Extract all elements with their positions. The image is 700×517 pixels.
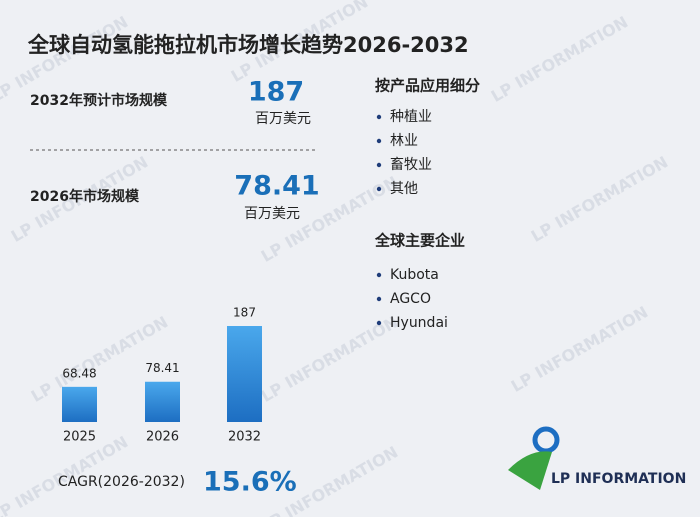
x-tick-label: 2026 — [146, 430, 179, 445]
logo-icon — [532, 426, 560, 454]
kpi-value: 78.41 — [234, 171, 319, 202]
bullet — [376, 114, 382, 120]
cagr-value: 15.6% — [203, 467, 297, 498]
cagr-label: CAGR(2026-2032) — [58, 474, 185, 490]
section-title: 按产品应用细分 — [375, 77, 480, 95]
data-label: 78.41 — [145, 361, 179, 375]
list-item: 畜牧业 — [390, 157, 432, 173]
bullet — [376, 296, 382, 302]
bar — [227, 326, 262, 422]
list-item: AGCO — [390, 291, 431, 307]
section-title: 全球主要企业 — [374, 232, 465, 250]
kpi-label: 2032年预计市场规模 — [30, 92, 168, 109]
bar — [145, 381, 180, 422]
x-tick-label: 2025 — [63, 430, 96, 445]
bullet — [376, 162, 382, 168]
kpi-value: 187 — [248, 77, 304, 108]
bullet — [376, 320, 382, 326]
bar — [62, 386, 97, 422]
kpi-unit: 百万美元 — [244, 206, 300, 222]
title: 全球自动氢能拖拉机市场增长趋势2026-2032 — [27, 33, 469, 57]
bullet — [376, 138, 382, 144]
bullet — [376, 186, 382, 192]
kpi-label: 2026年市场规模 — [30, 188, 140, 205]
data-label: 187 — [233, 306, 256, 320]
x-tick-label: 2032 — [228, 430, 261, 445]
chart: 68.48 2025 78.41 2026 187 2032 — [62, 306, 262, 445]
data-label: 68.48 — [62, 366, 96, 380]
list-item: Hyundai — [390, 315, 448, 331]
logo-text: LP INFORMATION — [551, 471, 686, 487]
logo: LP INFORMATION — [508, 426, 686, 490]
bullet — [376, 272, 382, 278]
list-item: 种植业 — [390, 109, 432, 125]
list-item: Kubota — [390, 267, 439, 283]
list-item: 其他 — [390, 181, 418, 197]
logo-icon — [508, 451, 552, 490]
kpi-unit: 百万美元 — [255, 111, 311, 127]
list-item: 林业 — [390, 133, 418, 149]
